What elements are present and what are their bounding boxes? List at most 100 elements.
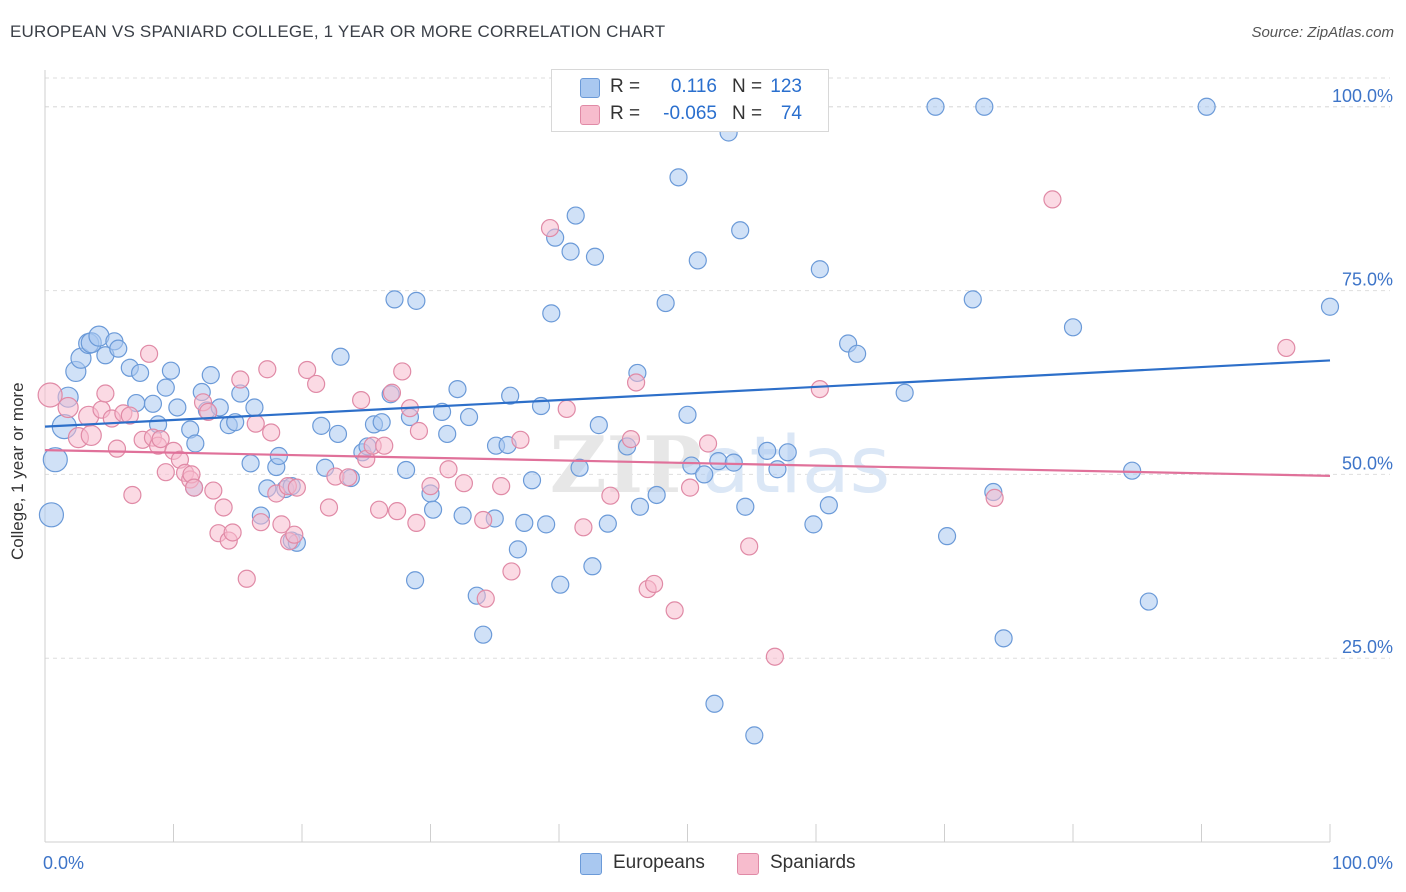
legend-row-europeans: R = 0.116 N = 123 <box>552 74 828 100</box>
spaniard-point <box>502 562 521 581</box>
spaniard-point <box>644 574 664 594</box>
european-point <box>522 471 542 490</box>
y-tick-label: 100.0% <box>1332 86 1393 106</box>
european-point <box>551 575 570 594</box>
spaniard-point <box>123 485 142 505</box>
european-point <box>566 206 585 225</box>
european-point <box>38 502 65 528</box>
europeans-legend-swatch <box>580 853 602 875</box>
spaniard-point <box>199 402 218 421</box>
european-point <box>515 513 534 533</box>
spaniard-point <box>985 488 1004 508</box>
european-point <box>709 452 728 471</box>
european-point <box>724 453 743 472</box>
spaniard-point <box>382 383 402 402</box>
spaniard-point <box>601 486 620 505</box>
spaniard-point <box>57 396 79 419</box>
y-tick-label: 25.0% <box>1342 637 1393 657</box>
spaniard-point <box>393 362 412 381</box>
european-point <box>186 434 205 453</box>
spaniard-point <box>120 406 139 425</box>
european-point <box>768 460 787 479</box>
x-tick-label: 0.0% <box>43 853 84 873</box>
spaniard-point <box>407 513 426 533</box>
spaniard-point <box>339 468 358 487</box>
european-point <box>647 485 666 505</box>
european-point <box>130 363 150 383</box>
european-point <box>848 344 867 363</box>
european-point <box>975 97 994 116</box>
x-tick-label: 100.0% <box>1332 853 1393 873</box>
spaniard-point <box>680 478 700 497</box>
r-label: R = <box>610 76 641 97</box>
spaniard-point <box>246 414 265 433</box>
spaniard-point <box>740 537 759 556</box>
european-point <box>926 97 945 116</box>
spaniard-point <box>492 477 511 496</box>
european-point <box>937 527 957 546</box>
european-point <box>678 405 697 424</box>
european-point <box>656 293 675 313</box>
spaniard-point <box>204 481 223 500</box>
spaniards-legend-swatch <box>737 853 759 875</box>
europeans-swatch <box>580 78 600 98</box>
spaniard-point <box>139 344 159 363</box>
european-point <box>328 424 348 444</box>
european-point <box>405 571 425 590</box>
spaniard-point <box>370 500 389 519</box>
european-point <box>669 168 688 187</box>
european-point <box>682 456 701 475</box>
european-point <box>585 247 605 266</box>
european-point <box>963 290 982 309</box>
spaniard-point <box>231 370 250 389</box>
european-point <box>583 557 602 576</box>
spaniards-swatch <box>580 105 600 125</box>
spaniard-point <box>557 399 576 419</box>
legend-row-spaniards: R = -0.065 N = 74 <box>552 101 828 127</box>
european-point <box>705 694 724 713</box>
european-point <box>474 625 493 644</box>
r-value-europeans: 0.116 <box>670 76 717 97</box>
european-point <box>542 304 561 323</box>
spaniard-point <box>375 436 394 455</box>
spaniard-point <box>156 463 175 482</box>
european-point <box>312 416 331 435</box>
european-point <box>407 291 426 310</box>
spaniard-point <box>287 478 306 497</box>
spaniard-point <box>474 510 493 530</box>
spaniard-point <box>1277 338 1296 358</box>
spaniard-point <box>540 218 560 238</box>
n-value-spaniards: 74 <box>780 103 802 124</box>
spaniard-point <box>258 360 277 379</box>
spaniard-point <box>251 513 270 532</box>
european-point <box>561 242 580 261</box>
european-point <box>508 540 527 559</box>
spaniard-point <box>626 373 646 392</box>
european-point <box>895 383 914 402</box>
n-value-europeans: 123 <box>770 76 802 97</box>
spaniard-point <box>810 379 829 399</box>
spaniard-point <box>352 391 371 410</box>
european-point <box>598 514 617 533</box>
spaniard-point <box>765 647 784 666</box>
spaniard-point <box>237 569 256 588</box>
y-tick-label: 50.0% <box>1342 453 1393 473</box>
european-point <box>994 629 1013 648</box>
spaniard-point <box>107 439 127 458</box>
european-point <box>459 407 479 427</box>
spaniard-point <box>37 382 63 408</box>
spaniard-point <box>698 434 718 453</box>
spaniard-point <box>409 421 429 441</box>
european-point <box>423 500 443 519</box>
spaniard-point <box>319 498 339 517</box>
europeans-legend-label: Europeans <box>613 852 705 873</box>
spaniard-point <box>285 525 304 544</box>
y-tick-label: 75.0% <box>1342 270 1393 290</box>
spaniard-point <box>387 502 407 521</box>
european-point <box>688 251 707 270</box>
european-point <box>201 366 220 385</box>
european-point <box>42 447 68 473</box>
european-point <box>570 458 589 477</box>
european-point <box>804 515 823 534</box>
